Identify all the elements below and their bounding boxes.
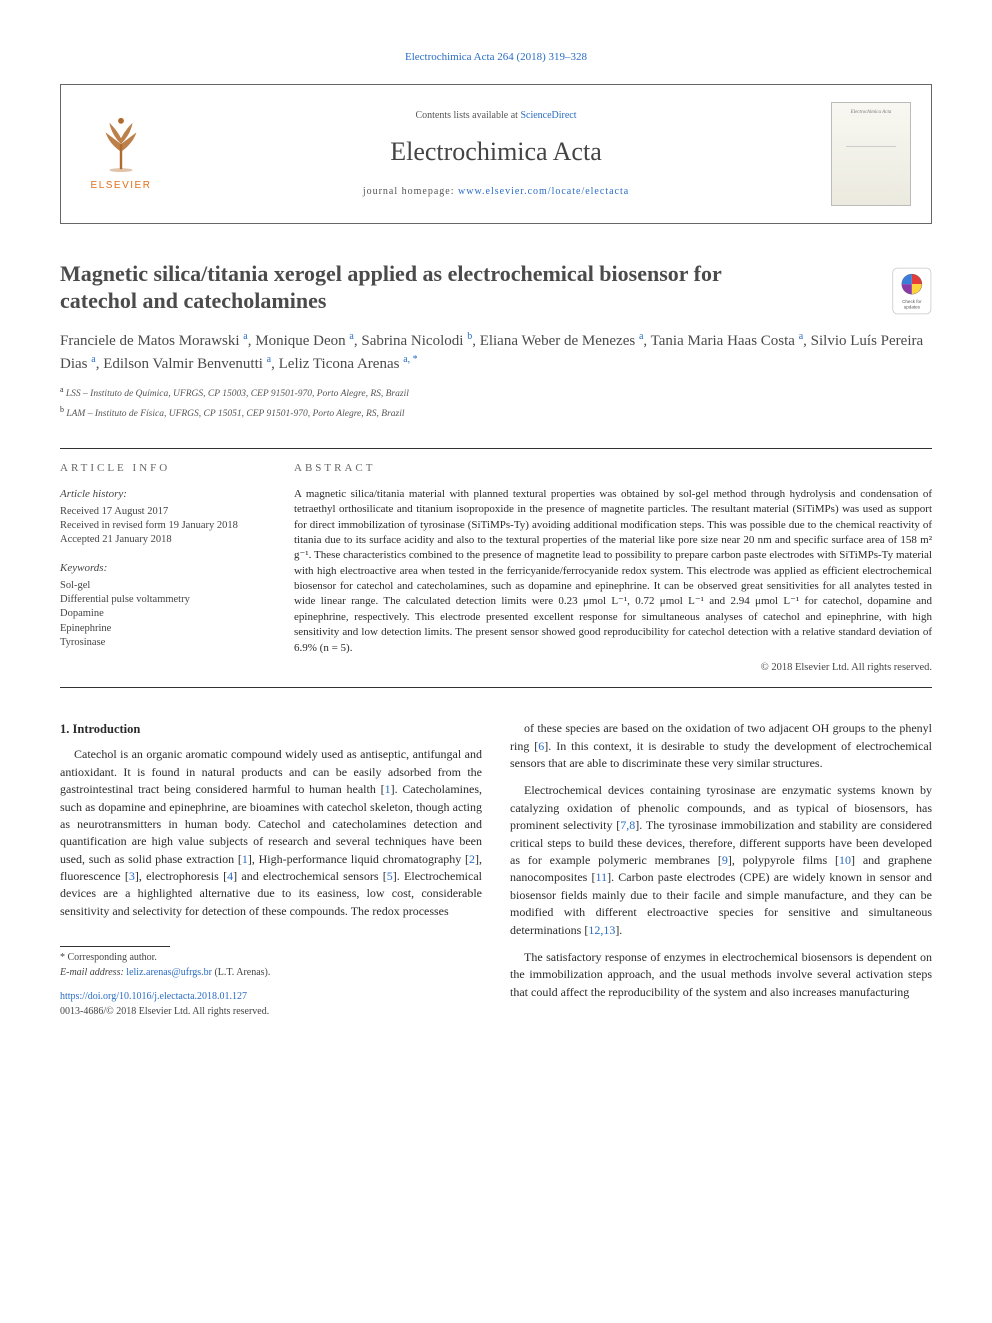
body-paragraph: The satisfactory response of enzymes in … [510, 949, 932, 1001]
doi-link[interactable]: https://doi.org/10.1016/j.electacta.2018… [60, 991, 247, 1002]
email-suffix: (L.T. Arenas). [212, 967, 270, 978]
body-column-right: of these species are based on the oxidat… [510, 720, 932, 1019]
section-heading-intro: 1. Introduction [60, 720, 482, 738]
affiliation-line: b LAM – Instituto de Física, UFRGS, CP 1… [60, 404, 932, 422]
journal-name: Electrochimica Acta [390, 133, 602, 171]
history-item: Received 17 August 2017 [60, 505, 266, 519]
elsevier-wordmark: ELSEVIER [91, 179, 152, 194]
email-prefix: E-mail address: [60, 967, 126, 978]
homepage-prefix: journal homepage: [363, 186, 458, 197]
footnote-rule [60, 946, 170, 947]
corresponding-email-link[interactable]: leliz.arenas@ufrgs.br [126, 967, 212, 978]
citation-line: Electrochimica Acta 264 (2018) 319–328 [60, 50, 932, 66]
abstract-text: A magnetic silica/titania material with … [294, 487, 932, 656]
check-updates-text: Check for [902, 299, 922, 304]
keyword-item: Differential pulse voltammetry [60, 593, 266, 607]
body-paragraph: Catechol is an organic aromatic compound… [60, 746, 482, 920]
contents-prefix: Contents lists available at [415, 110, 520, 121]
publisher-logo-cell: ELSEVIER [61, 85, 181, 223]
elsevier-logo: ELSEVIER [81, 104, 161, 204]
body-paragraph: of these species are based on the oxidat… [510, 720, 932, 772]
journal-header-center: Contents lists available at ScienceDirec… [181, 85, 811, 223]
email-line: E-mail address: leliz.arenas@ufrgs.br (L… [60, 966, 482, 981]
elsevier-tree-icon [92, 115, 150, 173]
journal-homepage-link[interactable]: www.elsevier.com/locate/electacta [458, 186, 629, 197]
abstract-heading: ABSTRACT [294, 461, 932, 477]
page-footer: * * Corresponding author.Corresponding a… [60, 946, 482, 1019]
corresponding-author-note: * * Corresponding author.Corresponding a… [60, 951, 482, 966]
keyword-item: Epinephrine [60, 622, 266, 636]
keyword-item: Sol-gel [60, 579, 266, 593]
journal-homepage-line: journal homepage: www.elsevier.com/locat… [363, 185, 629, 200]
body-column-left: 1. Introduction Catechol is an organic a… [60, 720, 482, 1019]
keyword-item: Dopamine [60, 607, 266, 621]
check-updates-text-2: updates [904, 304, 921, 309]
affiliation-line: a LSS – Instituto de Química, UFRGS, CP … [60, 384, 932, 402]
cover-title-text: Electrochimica Acta [851, 109, 892, 116]
journal-cover-cell: Electrochimica Acta [811, 85, 931, 223]
article-title: Magnetic silica/titania xerogel applied … [60, 260, 772, 315]
journal-header: ELSEVIER Contents lists available at Sci… [60, 84, 932, 224]
article-info-heading: ARTICLE INFO [60, 461, 266, 477]
authors-line: Franciele de Matos Morawski a, Monique D… [60, 329, 932, 376]
article-meta-row: ARTICLE INFO Article history: Received 1… [60, 448, 932, 688]
keyword-item: Tyrosinase [60, 636, 266, 650]
history-item: Accepted 21 January 2018 [60, 533, 266, 547]
abstract-copyright: © 2018 Elsevier Ltd. All rights reserved… [294, 660, 932, 675]
abstract-block: ABSTRACT A magnetic silica/titania mater… [280, 449, 932, 687]
keywords-heading: Keywords: [60, 561, 266, 577]
issn-copyright-line: 0013-4686/© 2018 Elsevier Ltd. All right… [60, 1005, 482, 1020]
sciencedirect-link[interactable]: ScienceDirect [520, 110, 576, 121]
journal-cover-thumbnail: Electrochimica Acta [831, 102, 911, 206]
article-history-heading: Article history: [60, 487, 266, 503]
contents-lists-line: Contents lists available at ScienceDirec… [415, 109, 576, 124]
body-paragraph: Electrochemical devices containing tyros… [510, 782, 932, 939]
cover-divider [846, 146, 896, 147]
body-columns: 1. Introduction Catechol is an organic a… [60, 720, 932, 1019]
article-info-block: ARTICLE INFO Article history: Received 1… [60, 449, 280, 687]
check-for-updates-badge[interactable]: Check for updates [892, 260, 932, 322]
history-item: Received in revised form 19 January 2018 [60, 519, 266, 533]
